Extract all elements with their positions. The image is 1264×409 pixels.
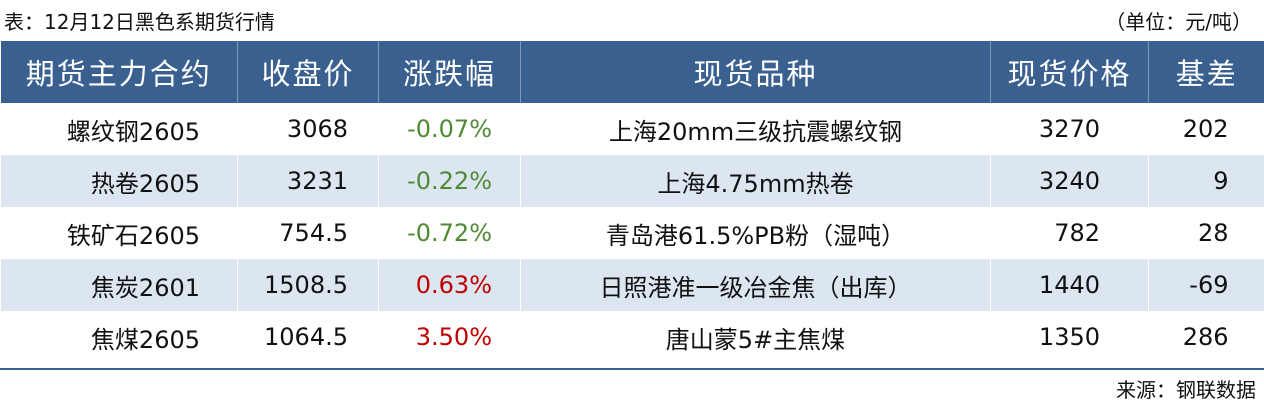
source-note: 来源：钢联数据: [1116, 378, 1256, 402]
cell-close: 1508.5: [237, 259, 379, 311]
cell-contract: 螺纹钢2605: [0, 103, 238, 155]
cell-change: -0.22%: [378, 155, 521, 207]
cell-spot-price: 3270: [990, 103, 1149, 155]
cell-close: 3231: [237, 155, 379, 207]
cell-spot: 上海4.75mm热卷: [520, 155, 991, 207]
table-row: 铁矿石2605 754.5 -0.72% 青岛港61.5%PB粉（湿吨） 782 28: [0, 207, 1264, 259]
bottom-rule: [0, 368, 1264, 370]
table-row: 焦煤2605 1064.5 3.50% 唐山蒙5#主焦煤 1350 286: [0, 311, 1264, 363]
cell-change: 0.63%: [378, 259, 521, 311]
cell-close: 3068: [237, 103, 379, 155]
cell-change: 3.50%: [378, 311, 521, 363]
cell-contract: 铁矿石2605: [0, 207, 238, 259]
cell-spot-price: 1350: [990, 311, 1149, 363]
header-close: 收盘价: [237, 41, 379, 103]
table-row: 焦炭2601 1508.5 0.63% 日照港准一级冶金焦（出库） 1440 -69: [0, 259, 1264, 311]
cell-basis: 28: [1148, 207, 1264, 259]
cell-spot: 唐山蒙5#主焦煤: [520, 311, 991, 363]
cell-contract: 热卷2605: [0, 155, 238, 207]
header-row: 期货主力合约 收盘价 涨跌幅 现货品种 现货价格 基差: [0, 41, 1264, 103]
cell-change: -0.72%: [378, 207, 521, 259]
cell-basis: -69: [1148, 259, 1264, 311]
cell-spot: 日照港准一级冶金焦（出库）: [520, 259, 991, 311]
table-row: 热卷2605 3231 -0.22% 上海4.75mm热卷 3240 9: [0, 155, 1264, 207]
futures-table: 期货主力合约 收盘价 涨跌幅 现货品种 现货价格 基差 螺纹钢2605 3068-…: [0, 41, 1264, 363]
cell-spot-price: 1440: [990, 259, 1149, 311]
cell-basis: 286: [1148, 311, 1264, 363]
cell-contract: 焦煤2605: [0, 311, 238, 363]
table-row: 螺纹钢2605 3068 -0.07% 上海20mm三级抗震螺纹钢 3270 202: [0, 103, 1264, 155]
cell-close: 1064.5: [237, 311, 379, 363]
cell-change: -0.07%: [378, 103, 521, 155]
cell-close: 754.5: [237, 207, 379, 259]
cell-spot-price: 782: [990, 207, 1149, 259]
cell-basis: 202: [1148, 103, 1264, 155]
header-spot-price: 现货价格: [990, 41, 1149, 103]
cell-spot: 青岛港61.5%PB粉（湿吨）: [520, 207, 991, 259]
header-basis: 基差: [1148, 41, 1264, 103]
header-change: 涨跌幅: [378, 41, 521, 103]
unit-label: （单位：元/吨）: [1105, 10, 1252, 34]
cell-basis: 9: [1148, 155, 1264, 207]
cell-spot-price: 3240: [990, 155, 1149, 207]
cell-contract: 焦炭2601: [0, 259, 238, 311]
cell-spot: 上海20mm三级抗震螺纹钢: [520, 103, 991, 155]
header-contract: 期货主力合约: [0, 41, 238, 103]
table-title: 表：12月12日黑色系期货行情: [4, 10, 275, 34]
header-spot: 现货品种: [520, 41, 991, 103]
